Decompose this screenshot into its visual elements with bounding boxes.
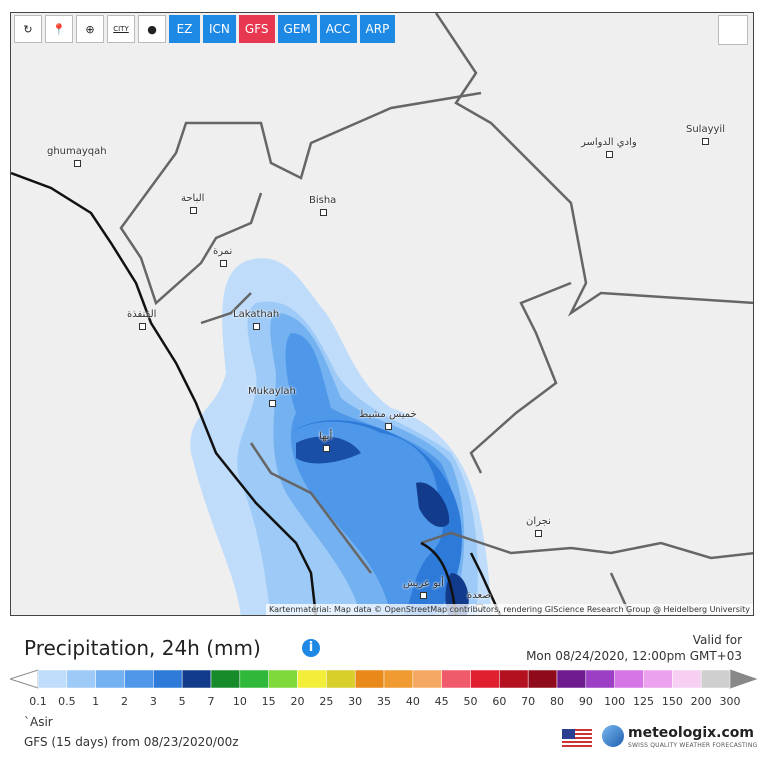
color-segment xyxy=(297,669,327,689)
place-label: صعدة xyxy=(467,590,491,611)
place-label: نمرة xyxy=(213,246,233,267)
color-segment xyxy=(95,669,125,689)
color-segment xyxy=(124,669,154,689)
map-canvas xyxy=(11,13,753,615)
color-segment xyxy=(499,669,529,689)
place-label: Lakathah xyxy=(233,309,280,330)
color-segment xyxy=(326,669,356,689)
colorbar-label: 200 xyxy=(690,695,712,708)
color-segment xyxy=(527,669,558,689)
color-segment xyxy=(643,669,673,689)
toolbar: ↻ 📍 ⊕ CITY ● EZ ICN GFS GEM ACC ARP xyxy=(14,15,396,43)
place-label: خميس مشيط xyxy=(359,409,417,430)
color-segment xyxy=(210,669,241,689)
color-segment xyxy=(672,669,702,689)
model-run: GFS (15 days) from 08/23/2020/00z xyxy=(24,735,239,749)
colorbar-label: 100 xyxy=(604,695,626,708)
color-segment xyxy=(37,669,68,689)
colorbar-label: 80 xyxy=(550,695,564,708)
colorbar-label: 50 xyxy=(463,695,478,708)
colorbar-label: 125 xyxy=(633,695,654,708)
region: `Asir xyxy=(24,715,53,729)
colorbar-label: 1 xyxy=(92,695,100,708)
arrow-right xyxy=(729,669,758,689)
tagline: SWISS QUALITY WEATHER FORECASTING xyxy=(628,742,758,749)
colorbar-label: 90 xyxy=(578,695,593,708)
colorbar-label: 10 xyxy=(232,695,247,708)
colorbar-label: 2 xyxy=(121,695,128,708)
colorbar-label: 45 xyxy=(434,695,449,708)
dot-button[interactable]: ● xyxy=(138,15,166,43)
valid-time: Mon 08/24/2020, 12:00pm GMT+03 xyxy=(526,649,742,663)
color-segment xyxy=(181,669,212,689)
colorbar-label: 35 xyxy=(377,695,391,708)
valid-label: Valid for xyxy=(692,633,742,647)
model-button[interactable]: GFS xyxy=(238,15,275,43)
color-segment xyxy=(556,669,587,689)
colorbar-label: 0.1 xyxy=(29,695,47,708)
colorbar-label: 7 xyxy=(207,695,215,708)
colorbar-label: 15 xyxy=(261,695,276,708)
place-label: Sulayyil xyxy=(686,124,725,145)
model-button[interactable]: ARP xyxy=(359,15,396,43)
colorbar-label: 30 xyxy=(348,695,363,708)
colorbar-label: 0.5 xyxy=(58,695,76,708)
flag[interactable] xyxy=(562,729,592,747)
color-segment xyxy=(585,669,615,689)
model-button[interactable]: ICN xyxy=(203,15,236,43)
model-button[interactable]: ACC xyxy=(319,15,357,43)
borders xyxy=(119,13,753,615)
color-segment xyxy=(470,669,500,689)
zoom-button[interactable]: ⊕ xyxy=(76,15,104,43)
color-segment xyxy=(153,669,183,689)
reload-button[interactable]: ↻ xyxy=(14,15,42,43)
colorbar xyxy=(10,669,758,689)
colorbar-labels: 0.1 0.5 1 2 3 5 7 10 15 20 25 30 35 40 45 50 60 70 80 90 100… xyxy=(0,695,768,711)
place-label: Bisha xyxy=(309,195,337,216)
colorbar-label: 40 xyxy=(405,695,420,708)
colorbar-label: 70 xyxy=(521,695,536,708)
color-segment xyxy=(700,669,731,689)
share-button[interactable] xyxy=(718,15,748,45)
place-label: أبو عريش xyxy=(403,578,444,599)
colorbar-label: 20 xyxy=(290,695,305,708)
location-button[interactable]: 📍 xyxy=(45,15,73,43)
brand: meteologix.com xyxy=(628,725,754,741)
color-segment xyxy=(354,669,385,689)
place-label: وادي الدواسر xyxy=(581,137,637,158)
color-segment xyxy=(441,669,471,689)
title: Precipitation, 24h (mm) xyxy=(24,636,261,660)
place-label: نجران xyxy=(526,516,551,537)
colorbar-label: 300 xyxy=(719,695,741,708)
colorbar-label: 3 xyxy=(149,695,157,708)
color-segment xyxy=(66,669,96,689)
color-segment xyxy=(614,669,644,689)
place-label: أبها xyxy=(319,431,333,452)
logo-icon xyxy=(602,725,624,747)
color-segment xyxy=(383,669,414,689)
city-button[interactable]: CITY xyxy=(107,15,135,43)
color-segment xyxy=(268,669,298,689)
attribution: Kartenmaterial: Map data © OpenStreetMap… xyxy=(265,604,753,615)
colorbar-label: 25 xyxy=(319,695,334,708)
info-button[interactable]: i xyxy=(302,639,320,657)
arrow-left xyxy=(10,669,39,689)
colorbar-label: 150 xyxy=(661,695,683,708)
model-button[interactable]: EZ xyxy=(169,15,200,43)
place-label: ghumayqah xyxy=(47,146,107,167)
place-label: الباحة xyxy=(181,193,205,214)
color-segment xyxy=(412,669,442,689)
colorbar-label: 5 xyxy=(178,695,186,708)
place-label: Mukaylah xyxy=(248,386,296,407)
map[interactable]: ghumayqah الباحة Bisha نمرة القنفذة Laka… xyxy=(10,12,754,616)
model-button[interactable]: GEM xyxy=(277,15,317,43)
colorbar-label: 60 xyxy=(492,695,507,708)
place-label: القنفذة xyxy=(127,309,157,330)
color-segment xyxy=(239,669,269,689)
